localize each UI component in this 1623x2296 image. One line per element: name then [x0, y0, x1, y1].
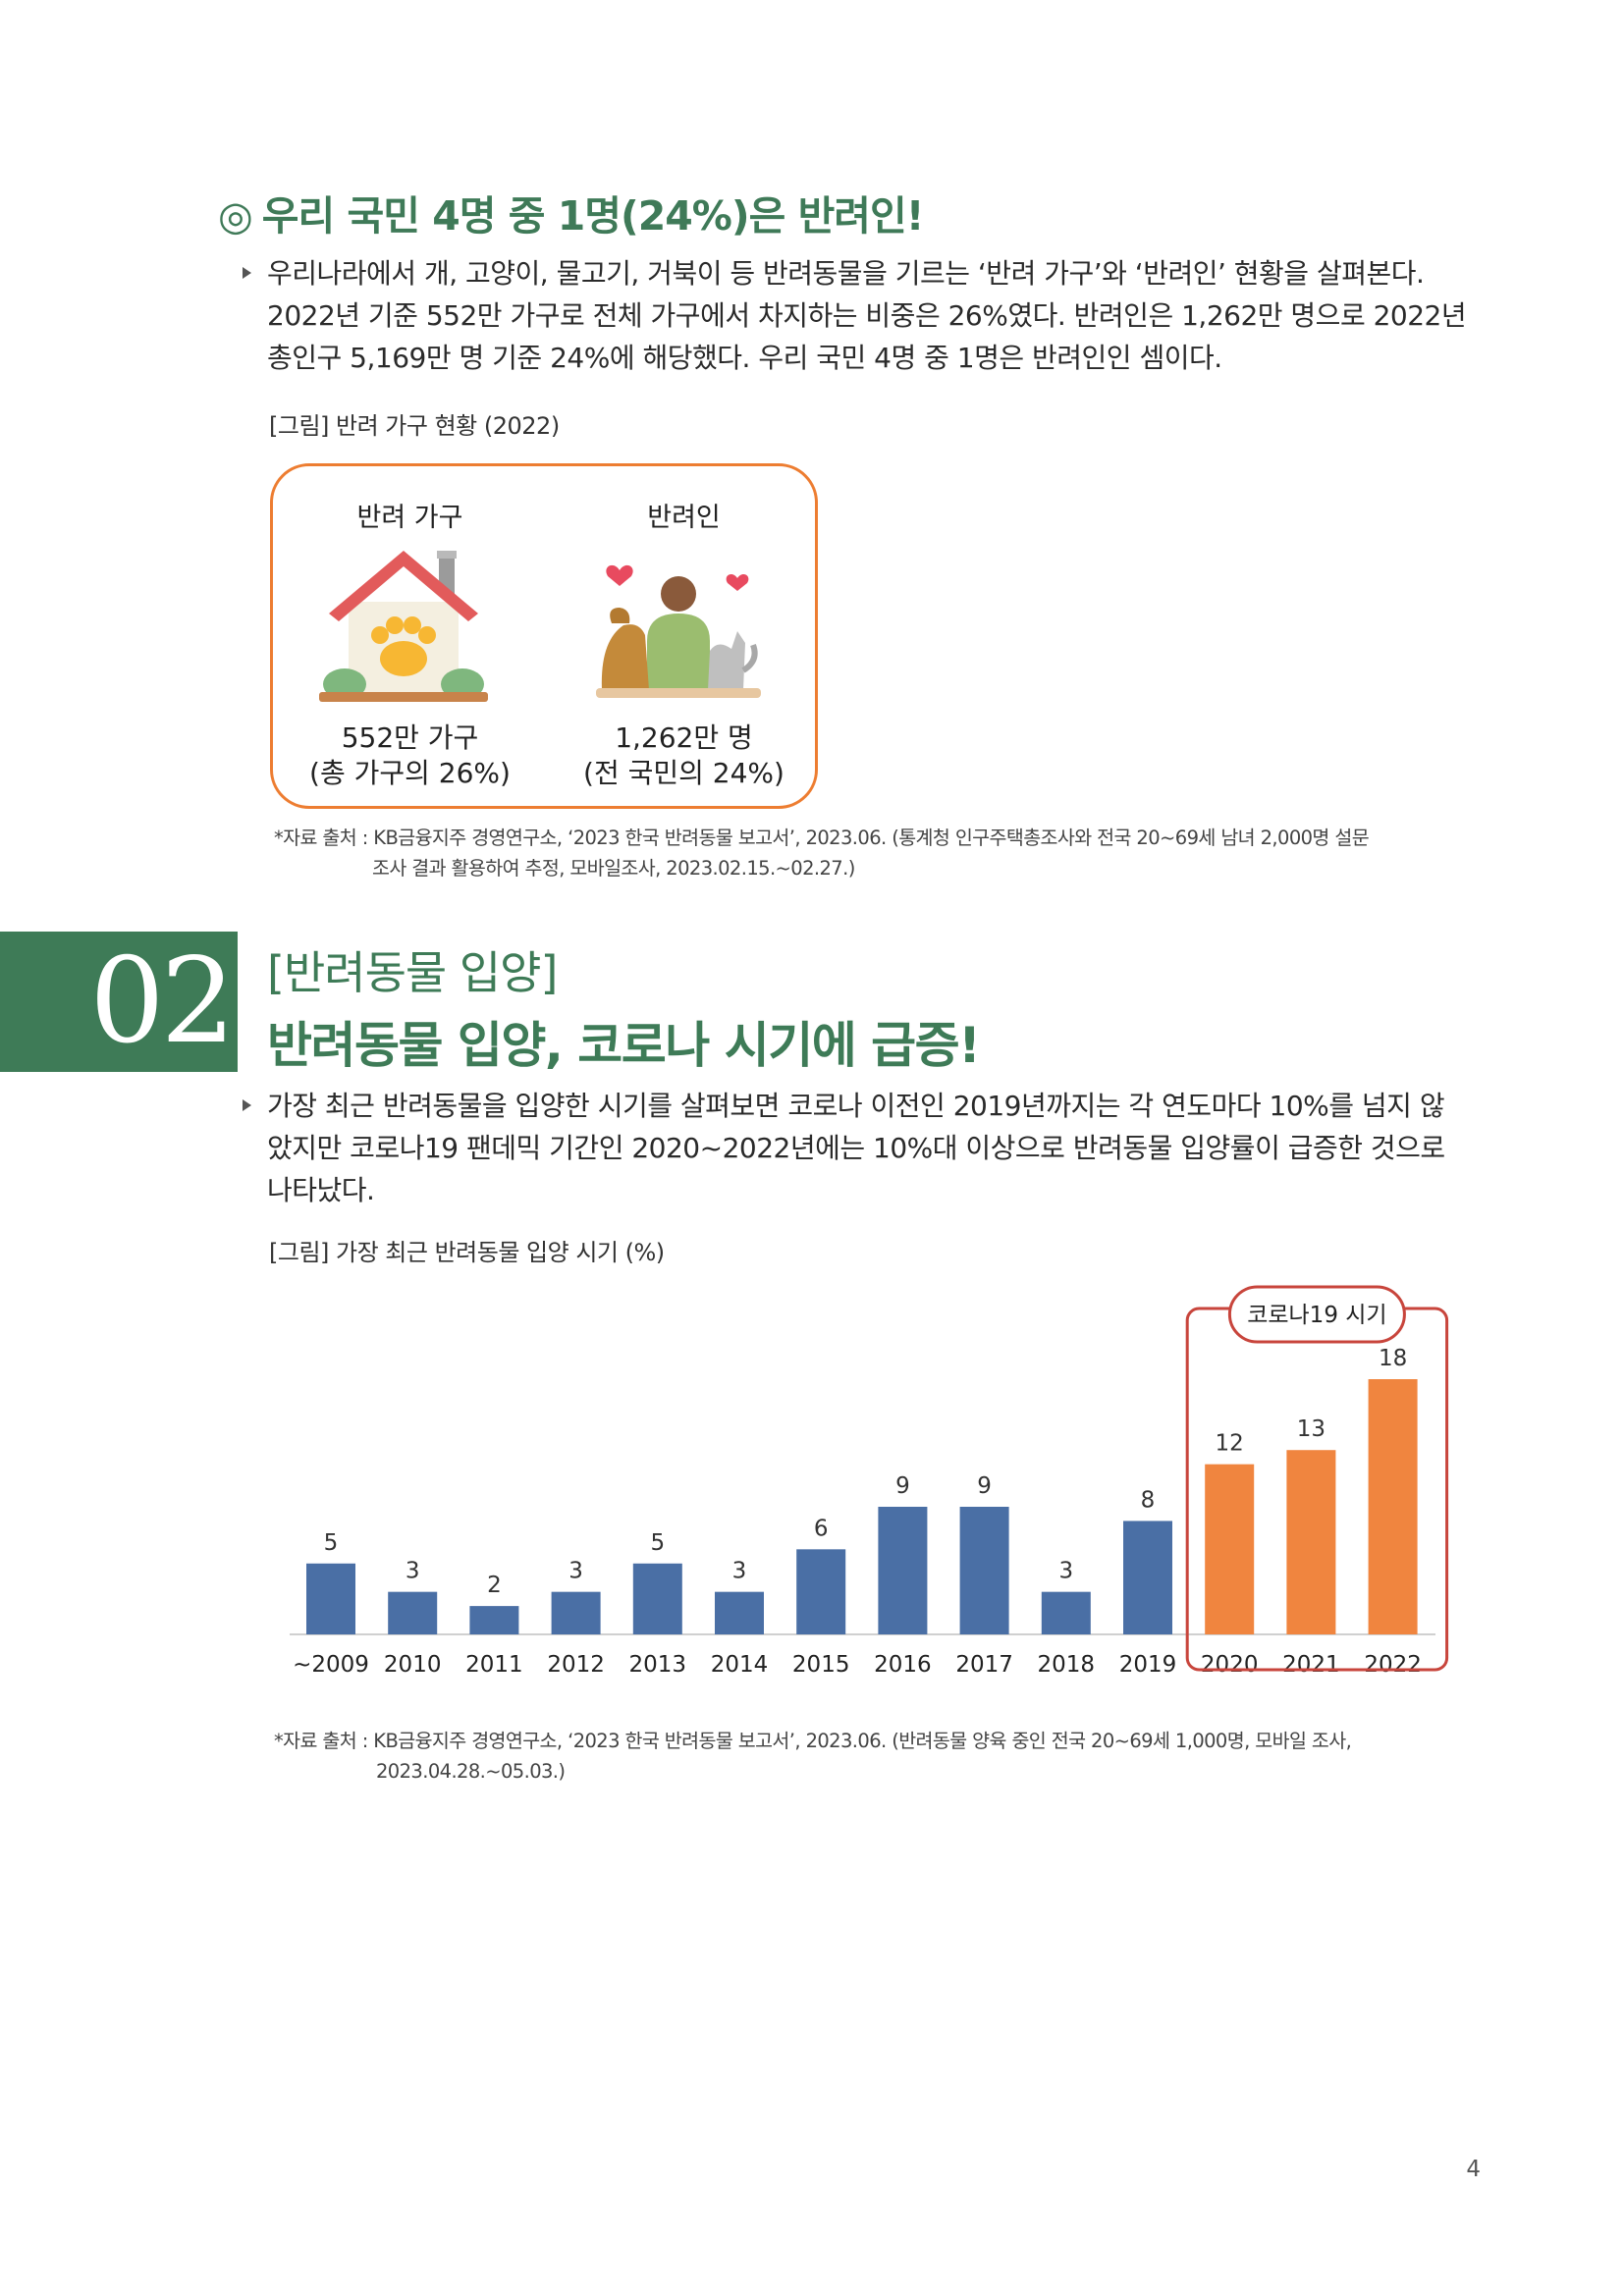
section1-paragraph: 우리나라에서 개, 고양이, 물고기, 거북이 등 반려동물을 기르는 ‘반려 …	[267, 252, 1467, 379]
person-label: 반려인	[647, 503, 721, 533]
data-label: 9	[977, 1473, 992, 1499]
figure-caption-1: [그림] 반려 가구 현황 (2022)	[269, 412, 560, 440]
source-line: 조사 결과 활용하여 추정, 모바일조사, 2023.02.15.~02.27.…	[372, 857, 855, 880]
data-label: 3	[406, 1559, 420, 1584]
data-label: 12	[1216, 1431, 1244, 1457]
pet-household-infographic: 반려 가구 552만 가구 (총 가구의 26%) 반려인	[270, 463, 818, 809]
bar-2017	[959, 1507, 1009, 1634]
source-note-1: *자료 출처 : KB금융지주 경영연구소, ‘2023 한국 반려동물 보고서…	[274, 823, 1370, 883]
x-tick-label: 2013	[629, 1652, 687, 1678]
adoption-bar-chart: 5 ~2009 3 2010 2 2011 3 2012 5 2013 3 2014 6 2015 9 201…	[290, 1285, 1449, 1678]
bar-2022	[1368, 1379, 1418, 1634]
covid-period-label-pill	[1227, 1285, 1406, 1344]
x-tick-label: 2017	[955, 1652, 1013, 1678]
bar-2013	[632, 1563, 682, 1634]
bar-2015	[796, 1549, 846, 1634]
data-label: 3	[1058, 1559, 1073, 1584]
bar-2011	[469, 1606, 519, 1634]
data-label: 9	[895, 1473, 910, 1499]
section-number: 02	[89, 934, 236, 1070]
section1-title: ◎ 우리 국민 4명 중 1명(24%)은 반려인!	[218, 183, 925, 241]
page-number: 4	[1466, 2157, 1481, 2182]
bar-2019	[1123, 1521, 1172, 1634]
paragraph-line: 2022년 기준 552만 가구로 전체 가구에서 차지하는 비중은 26%였다…	[267, 299, 1467, 332]
paragraph-line: 총인구 5,169만 명 기준 24%에 해당했다. 우리 국민 4명 중 1명…	[267, 342, 1222, 374]
x-tick-label: 2021	[1282, 1652, 1340, 1678]
x-tick-label: 2012	[547, 1652, 605, 1678]
data-label: 2	[487, 1573, 502, 1598]
data-label: 3	[568, 1559, 583, 1584]
x-tick-label: 2010	[384, 1652, 442, 1678]
person-column: 반려인 1,262만 명 (전 국민의 24%)	[547, 466, 821, 806]
x-tick-label: 2020	[1201, 1652, 1259, 1678]
section2-subtitle: [반려동물 입양]	[267, 946, 558, 999]
bar-2021	[1286, 1450, 1336, 1634]
person-with-pets-icon	[596, 564, 761, 698]
section1-title-text: 우리 국민 4명 중 1명(24%)은 반려인!	[261, 192, 925, 240]
household-value: 552만 가구	[341, 721, 479, 754]
data-label: 13	[1297, 1416, 1325, 1442]
paragraph-line: 가장 최근 반려동물을 입양한 시기를 살펴보면 코로나 이전인 2019년까지…	[267, 1090, 1445, 1122]
data-label: 18	[1379, 1346, 1407, 1371]
figure-caption-2: [그림] 가장 최근 반려동물 입양 시기 (%)	[269, 1239, 665, 1266]
x-tick-label: 2014	[711, 1652, 769, 1678]
data-label: 5	[324, 1530, 339, 1556]
person-value: 1,262만 명	[615, 721, 753, 754]
x-tick-label: 2011	[465, 1652, 523, 1678]
bar-2012	[551, 1591, 601, 1634]
house-paw-icon	[319, 551, 488, 702]
bar-upto-2009	[306, 1563, 355, 1634]
data-label: 8	[1141, 1487, 1156, 1513]
data-label: 6	[814, 1516, 829, 1541]
paragraph-line: 우리나라에서 개, 고양이, 물고기, 거북이 등 반려동물을 기르는 ‘반려 …	[267, 257, 1425, 290]
double-circle-icon: ◎	[218, 192, 253, 240]
section2-paragraph: 가장 최근 반려동물을 입양한 시기를 살펴보면 코로나 이전인 2019년까지…	[267, 1085, 1445, 1211]
data-label: 5	[650, 1530, 665, 1556]
household-share: (총 가구의 26%)	[309, 757, 511, 789]
bar-2016	[878, 1507, 928, 1634]
x-tick-label: 2018	[1038, 1652, 1096, 1678]
bullet-triangle-icon	[243, 267, 251, 279]
person-share: (전 국민의 24%)	[583, 757, 784, 789]
bar-2020	[1205, 1464, 1255, 1634]
household-column: 반려 가구 552만 가구 (총 가구의 26%)	[273, 466, 547, 806]
household-label: 반려 가구	[356, 503, 463, 533]
source-line: 2023.04.28.~05.03.)	[376, 1760, 566, 1783]
x-tick-label: 2016	[874, 1652, 932, 1678]
section2-title: 반려동물 입양, 코로나 시기에 급증!	[267, 1017, 981, 1074]
bar-2014	[715, 1591, 764, 1634]
source-note-2: *자료 출처 : KB금융지주 경영연구소, ‘2023 한국 반려동물 보고서…	[274, 1726, 1352, 1787]
paragraph-line: 나타났다.	[267, 1174, 375, 1206]
covid-period-label: 코로나19 시기	[1247, 1303, 1386, 1328]
data-label: 3	[732, 1559, 747, 1584]
section-number-band: 02	[0, 932, 238, 1072]
bullet-triangle-icon	[243, 1099, 251, 1111]
source-line: *자료 출처 : KB금융지주 경영연구소, ‘2023 한국 반려동물 보고서…	[274, 1730, 1352, 1752]
x-tick-label: 2022	[1364, 1652, 1422, 1678]
x-tick-label: 2019	[1119, 1652, 1177, 1678]
x-tick-label: ~2009	[293, 1652, 369, 1678]
bar-2018	[1041, 1591, 1091, 1634]
x-tick-label: 2015	[792, 1652, 850, 1678]
bar-2010	[388, 1591, 438, 1634]
paragraph-line: 았지만 코로나19 팬데믹 기간인 2020~2022년에는 10%대 이상으로…	[267, 1132, 1445, 1164]
source-line: *자료 출처 : KB금융지주 경영연구소, ‘2023 한국 반려동물 보고서…	[274, 827, 1370, 849]
